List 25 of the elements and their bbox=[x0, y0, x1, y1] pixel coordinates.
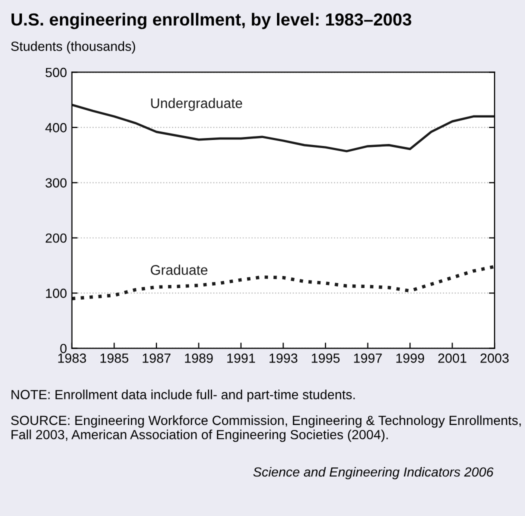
x-tick-label: 1997 bbox=[354, 354, 382, 363]
x-tick-label: 2003 bbox=[480, 354, 509, 363]
x-tick-label: 1995 bbox=[312, 354, 340, 363]
chart-title: U.S. engineering enrollment, by level: 1983–2003 bbox=[12, 12, 412, 30]
x-tick-label: 1983 bbox=[58, 354, 86, 363]
x-tick-label: 1985 bbox=[100, 354, 128, 363]
x-tick-label: 1999 bbox=[396, 354, 424, 363]
y-tick-label: 500 bbox=[46, 68, 67, 78]
source-note: SOURCE: Engineering Workforce Commission, Engineering & Technology Enrollments, Fall 2003, American Association of Engineering Societies (2004). bbox=[11, 415, 521, 442]
y-tick-label: 100 bbox=[46, 288, 67, 298]
y-tick-label: 0 bbox=[60, 344, 67, 354]
x-tick-label: 1989 bbox=[185, 354, 213, 363]
text: Science and Engineering Indicators 2006 bbox=[253, 466, 494, 480]
x-tick-label: 1993 bbox=[270, 354, 298, 363]
series-label: Undergraduate bbox=[151, 98, 242, 111]
y-tick-label: 200 bbox=[46, 233, 67, 243]
x-tick-label: 2001 bbox=[438, 354, 466, 363]
y-axis-title: Students (thousands) bbox=[11, 41, 136, 54]
text: NOTE: Enrollment data include full- and part-time students. bbox=[12, 390, 355, 402]
y-tick-label: 300 bbox=[46, 178, 67, 188]
x-tick-label: 1987 bbox=[142, 354, 170, 363]
series-label: Graduate bbox=[150, 264, 208, 275]
y-tick-label: 400 bbox=[45, 123, 67, 132]
line-series bbox=[72, 264, 495, 300]
x-tick-label: 1991 bbox=[227, 354, 256, 363]
